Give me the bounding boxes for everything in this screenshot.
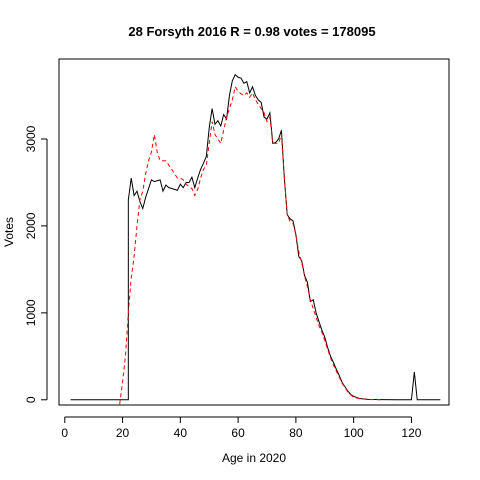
x-tick-label: 80 — [289, 426, 303, 440]
chart-title: 28 Forsyth 2016 R = 0.98 votes = 178095 — [128, 24, 375, 39]
y-tick-label: 3000 — [24, 125, 38, 152]
plot-frame — [58, 58, 450, 406]
x-tick-label: 0 — [61, 426, 68, 440]
x-tick-label: 20 — [116, 426, 130, 440]
x-tick-label: 120 — [401, 426, 421, 440]
series-layer — [70, 73, 441, 405]
y-tick-label: 2000 — [24, 212, 38, 239]
x-tick-label: 60 — [231, 426, 245, 440]
y-tick-label: 0 — [24, 396, 38, 403]
y-axis: 0 1000 2000 3000 — [24, 125, 48, 403]
x-axis: 0 20 40 60 80 100 120 — [61, 416, 422, 440]
x-tick-label: 40 — [174, 426, 188, 440]
x-tick-label: 100 — [344, 426, 364, 440]
y-tick-label: 1000 — [24, 299, 38, 326]
dashed-series-line — [119, 85, 383, 405]
x-axis-label: Age in 2020 — [222, 451, 286, 465]
solid-series-line — [70, 73, 441, 401]
y-axis-label: Votes — [2, 217, 16, 247]
